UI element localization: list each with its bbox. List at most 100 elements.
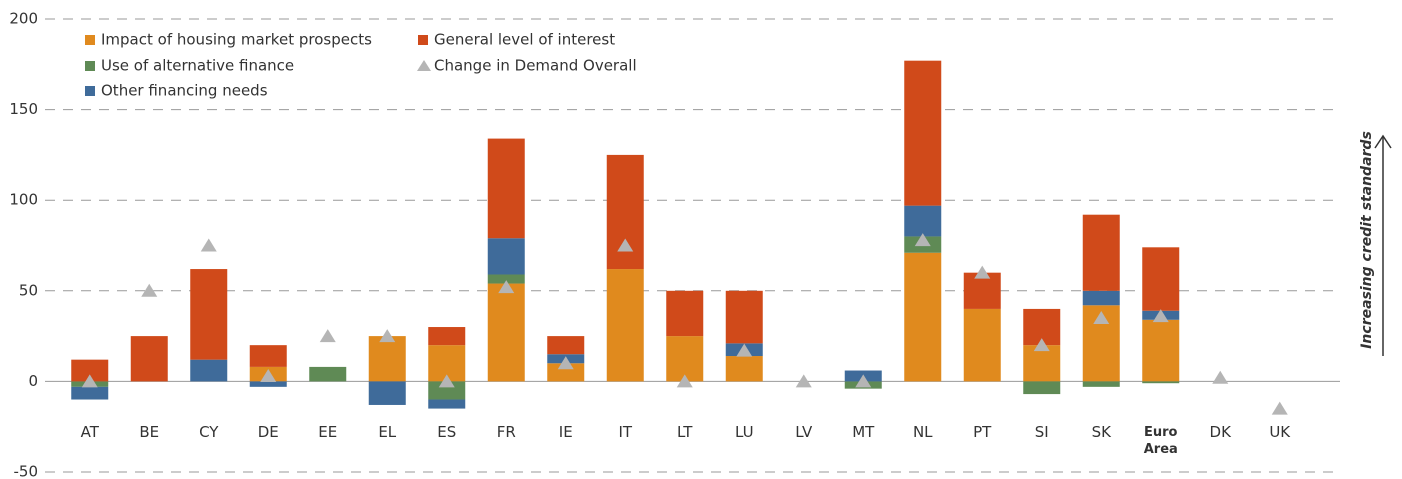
marker: [914, 233, 931, 247]
x-tick-label: EL: [378, 423, 397, 441]
marker: [795, 374, 812, 388]
bar-segment: [249, 345, 287, 367]
bar-segment: [71, 386, 109, 400]
bar-segment: [190, 269, 228, 360]
bar-segment: [487, 283, 525, 382]
bar-segment: [487, 238, 525, 275]
bar-segment: [71, 359, 109, 382]
marker: [81, 374, 98, 388]
y-tick-label: 150: [9, 100, 38, 118]
bar-segment: [309, 366, 347, 382]
legend-label: Impact of housing market prospects: [101, 31, 372, 49]
legend-swatch: [417, 60, 431, 71]
bar-segment: [904, 60, 942, 206]
y-tick-label: 0: [28, 372, 38, 390]
annotation: Increasing credit standards: [1359, 131, 1375, 349]
bar-segment: [1082, 290, 1120, 306]
x-tick-label: IT: [618, 423, 633, 441]
marker: [200, 238, 217, 252]
legend-label: General level of interest: [434, 31, 615, 49]
x-tick-label: Euro Area: [1143, 425, 1178, 457]
x-tick-label: ES: [437, 423, 457, 441]
marker: [1212, 370, 1229, 384]
x-tick-label: LV: [795, 423, 813, 441]
x-tick-label: CY: [199, 423, 219, 441]
y-tick-label: 200: [9, 10, 38, 28]
bar-segment: [606, 269, 644, 382]
legend-label: Other financing needs: [101, 82, 268, 100]
x-tick-label: LU: [734, 423, 754, 441]
arrow: [1374, 134, 1392, 356]
bar-segment: [428, 399, 466, 409]
bar-segment: [249, 381, 287, 387]
x-tick-label: UK: [1269, 423, 1291, 441]
x-tick-label: DK: [1209, 423, 1231, 441]
legend-label: Change in Demand Overall: [434, 57, 637, 75]
x-tick-label: LT: [677, 423, 693, 441]
x-tick-label: SK: [1091, 423, 1111, 441]
y-tick-label: 50: [19, 281, 38, 299]
x-tick-label: PT: [973, 423, 992, 441]
y-tick-label: -50: [14, 463, 39, 479]
marker: [260, 368, 277, 382]
marker: [1271, 401, 1288, 415]
x-tick-label: IE: [558, 423, 573, 441]
bar-segment: [190, 359, 228, 382]
marker: [379, 329, 396, 343]
x-tick-label: EE: [318, 423, 338, 441]
marker: [1093, 310, 1110, 324]
legend-swatch: [85, 86, 95, 96]
bar-segment: [666, 290, 704, 337]
bar-segment: [547, 336, 585, 355]
marker: [736, 343, 753, 357]
bar-segment: [963, 308, 1001, 382]
bar-segment: [130, 336, 168, 382]
legend-label: Use of alternative finance: [101, 57, 294, 75]
x-tick-label: NL: [912, 423, 933, 441]
marker: [676, 374, 693, 388]
bar-segment: [1142, 381, 1180, 384]
bar-segment: [428, 327, 466, 346]
marker: [974, 265, 991, 279]
x-tick-label: FR: [496, 423, 516, 441]
bar-segment: [1082, 214, 1120, 291]
bar-segment: [1142, 247, 1180, 311]
bar-segment: [1023, 381, 1061, 395]
bar-segment: [487, 138, 525, 239]
bar-segment: [1142, 319, 1180, 382]
marker: [319, 329, 336, 343]
x-tick-label: DE: [257, 423, 279, 441]
marker: [1033, 338, 1050, 352]
x-tick-label: AT: [80, 423, 99, 441]
legend-swatch: [418, 35, 428, 45]
marker: [438, 374, 455, 388]
legend-swatch: [85, 35, 95, 45]
bar-segment: [666, 336, 704, 382]
bar-segment: [368, 381, 406, 405]
bar-segment: [725, 290, 763, 344]
bar-segment: [1023, 345, 1061, 382]
x-tick-label: SI: [1034, 423, 1049, 441]
marker: [617, 238, 634, 252]
bar-segment: [904, 252, 942, 382]
bar-segment: [368, 336, 406, 382]
bar-segment: [428, 381, 466, 400]
marker: [141, 283, 158, 297]
bar-segment: [904, 205, 942, 237]
x-tick-label: MT: [852, 423, 875, 441]
x-tick-label: BE: [139, 423, 160, 441]
bar-segment: [1082, 381, 1120, 387]
bar-segment: [547, 363, 585, 382]
bar-segment: [487, 274, 525, 284]
bar-segment: [963, 272, 1001, 309]
marker: [855, 374, 872, 388]
bar-segment: [725, 356, 763, 382]
bar-segment: [606, 154, 644, 270]
marker: [498, 280, 515, 294]
y-tick-label: 100: [9, 191, 38, 209]
legend-swatch: [85, 61, 95, 71]
marker: [1152, 309, 1169, 323]
marker: [557, 356, 574, 370]
